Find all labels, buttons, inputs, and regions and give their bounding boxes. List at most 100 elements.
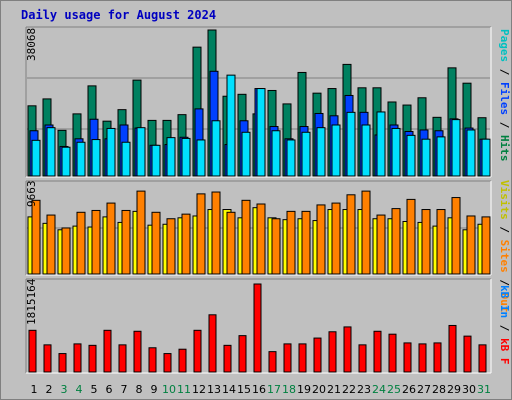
kbf-bar-day-10 [163,353,172,373]
bot-panel-max-label: 1815164 [25,278,38,325]
x-tick-label-day-7: 7 [120,383,128,396]
pages-bar-day-20 [316,127,326,177]
x-tick-label-day-15: 15 [237,383,251,396]
x-tick-label-day-19: 19 [297,383,311,396]
x-tick-label-day-13: 13 [207,383,221,396]
kbf-bar-day-1 [28,329,37,373]
pages-bar-day-7 [121,141,131,177]
pages-bar-day-23 [361,124,371,177]
pages-bar-day-15 [241,131,251,177]
sites-bar-day-29 [451,197,461,275]
sites-bar-day-8 [136,190,146,275]
kbf-bar-day-22 [343,326,352,373]
kbf-bar-day-4 [73,343,82,373]
pages-bar-day-24 [376,111,386,177]
sites-bar-day-19 [301,210,311,275]
kbf-bar-day-9 [148,347,157,373]
sites-bar-day-28 [436,209,446,275]
legend-sep-5: / [498,318,511,338]
pages-bar-day-9 [151,144,161,177]
sites-bar-day-22 [346,194,356,275]
kbf-bar-day-3 [58,353,67,373]
kbf-bar-day-14 [223,344,232,373]
x-tick-label-day-27: 27 [417,383,431,396]
kbf-bar-day-2 [43,344,52,373]
x-tick-label-day-9: 9 [150,383,158,396]
sites-bar-day-5 [91,209,101,275]
kbf-bar-day-5 [88,344,97,373]
sites-bar-day-31 [481,216,491,275]
mid-panel-max-label: 9663 [25,180,38,208]
kbf-bar-day-23 [358,344,367,373]
sites-bar-day-17 [271,218,281,275]
x-tick-label-day-20: 20 [312,383,326,396]
x-tick-label-day-3: 3 [60,383,68,396]
sites-bar-day-7 [121,209,131,275]
pages-bar-day-27 [421,138,431,177]
kbf-bar-day-30 [463,335,472,373]
pages-bar-day-6 [106,127,116,177]
pages-bar-day-22 [346,111,356,177]
pages-bar-day-12 [196,139,206,177]
sites-bar-day-20 [316,204,326,275]
x-tick-label-day-24: 24 [372,383,386,396]
sites-bar-day-15 [241,199,251,275]
legend-visits: Visits [498,180,511,220]
top-panel-max-label: 38068 [25,27,38,61]
sites-bar-day-18 [286,210,296,275]
sites-bar-day-4 [76,211,86,275]
x-tick-label-day-30: 30 [462,383,476,396]
sites-bar-day-21 [331,202,341,275]
sites-bar-day-11 [181,213,191,275]
sites-bar-day-9 [151,211,161,275]
pages-bar-day-4 [76,141,86,177]
x-tick-label-day-5: 5 [90,383,98,396]
kbf-bar-day-17 [268,351,277,373]
pages-bar-day-3 [61,146,71,177]
pages-bar-day-30 [466,129,476,177]
pages-bar-day-13 [211,120,221,177]
kbf-bar-day-11 [178,348,187,373]
sites-bar-day-24 [376,214,386,275]
legend-pages: Pages [498,29,511,63]
x-tick-label-day-22: 22 [342,383,356,396]
sites-bar-day-2 [46,214,56,275]
x-tick-label-day-18: 18 [282,383,296,396]
kbf-bar-day-25 [388,333,397,373]
x-tick-label-day-29: 29 [447,383,461,396]
x-tick-label-day-14: 14 [222,383,236,396]
x-tick-label-day-2: 2 [45,383,53,396]
x-tick-label-day-8: 8 [135,383,143,396]
legend-kb-f: kB F [498,338,511,365]
pages-bar-day-2 [46,127,56,177]
kbf-bar-day-21 [328,331,337,373]
x-tick-label-day-6: 6 [105,383,113,396]
sites-bar-day-3 [61,227,71,275]
legend-sep-2: / [498,115,511,135]
sites-bar-day-30 [466,215,476,275]
pages-bar-day-16 [256,88,266,177]
x-tick-label-day-4: 4 [75,383,83,396]
sites-bar-day-23 [361,190,371,275]
x-tick-label-day-11: 11 [177,383,191,396]
pages-bar-day-25 [391,127,401,177]
x-tick-label-day-28: 28 [432,383,446,396]
kbf-bar-day-12 [193,329,202,373]
kbf-bar-day-8 [133,330,142,373]
pages-bar-day-17 [271,130,281,177]
sites-bar-day-1 [31,199,41,275]
kbf-bar-day-13 [208,314,217,373]
x-tick-label-day-31: 31 [477,383,491,396]
pages-bar-day-5 [91,139,101,177]
legend-sep-1: / [498,62,511,82]
kbf-bar-day-28 [433,342,442,373]
x-tick-label-day-10: 10 [162,383,176,396]
kbf-bar-day-7 [118,344,127,373]
kbf-bar-day-18 [283,343,292,373]
pages-bar-day-31 [481,138,491,177]
pages-bar-day-1 [31,139,41,177]
x-tick-label-day-21: 21 [327,383,341,396]
pages-bar-day-8 [136,127,146,177]
